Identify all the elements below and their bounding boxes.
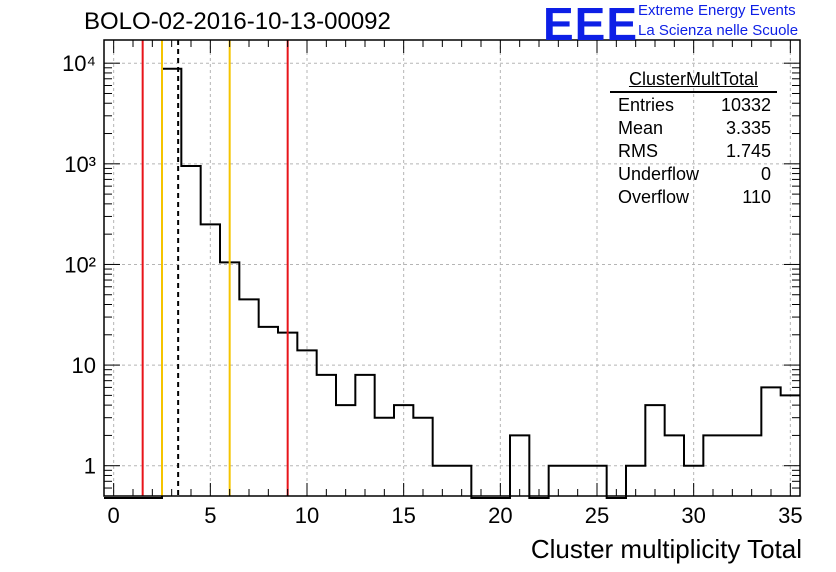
- stats-row: RMS 1.745: [610, 140, 777, 163]
- x-tick-label: 30: [681, 503, 705, 528]
- histogram-bin: [239, 299, 258, 496]
- x-axis-label: Cluster multiplicity Total: [530, 534, 802, 564]
- stats-value: 3.335: [725, 118, 771, 138]
- x-tick-label: 35: [778, 503, 802, 528]
- x-tick-label: 15: [391, 503, 415, 528]
- histogram-bin: [413, 418, 432, 496]
- x-tick-label: 0: [108, 503, 120, 528]
- histogram-bin: [645, 405, 664, 496]
- y-tick-label: 10³: [64, 152, 96, 177]
- y-tick-label: 10²: [64, 252, 96, 277]
- stats-value: 110: [742, 187, 771, 207]
- stats-value: 1.745: [725, 141, 771, 161]
- histogram-bin: [375, 418, 394, 496]
- eee-logo-mark: EEE: [543, 0, 639, 50]
- stats-value: 0: [760, 164, 771, 184]
- stats-row: Underflow 0: [610, 163, 777, 186]
- histogram-bin: [761, 387, 780, 496]
- stats-label: RMS: [618, 141, 658, 161]
- y-tick-label: 1: [84, 454, 96, 479]
- stats-label: Entries: [618, 95, 675, 115]
- stats-box: ClusterMultTotal Entries 10332 Mean 3.335 RM…: [610, 69, 777, 209]
- x-tick-label: 10: [295, 503, 319, 528]
- x-tick-label: 5: [204, 503, 216, 528]
- histogram-bin: [355, 375, 374, 496]
- logo-line-1: Extreme Energy Events: [638, 2, 796, 19]
- chart-title: BOLO-02-2016-10-13-00092: [84, 8, 391, 35]
- histogram-bin: [336, 405, 355, 496]
- y-tick-label: 10⁴: [62, 51, 96, 76]
- stats-row: Entries 10332: [610, 94, 777, 117]
- x-tick-label: 20: [488, 503, 512, 528]
- stats-label: Underflow: [618, 164, 700, 184]
- stats-label: Overflow: [618, 187, 690, 207]
- histogram-bin: [181, 166, 200, 496]
- stats-title: ClusterMultTotal: [610, 69, 777, 93]
- stats-row: Overflow 110: [610, 186, 777, 209]
- plot-frame: [103, 39, 801, 497]
- stats-value: 10332: [720, 95, 771, 115]
- logo-line-2: La Scienza nelle Scuole: [638, 22, 799, 39]
- y-tick-label: 10: [72, 353, 96, 378]
- histogram-bin: [317, 375, 336, 496]
- histogram-bin: [259, 327, 278, 496]
- stats-rows: Entries 10332 Mean 3.335 RMS 1.745 Underflow 0 O…: [610, 94, 777, 209]
- stats-label: Mean: [618, 118, 664, 138]
- stats-row: Mean 3.335: [610, 117, 777, 140]
- histogram-bin: [723, 435, 742, 496]
- x-tick-label: 25: [585, 503, 609, 528]
